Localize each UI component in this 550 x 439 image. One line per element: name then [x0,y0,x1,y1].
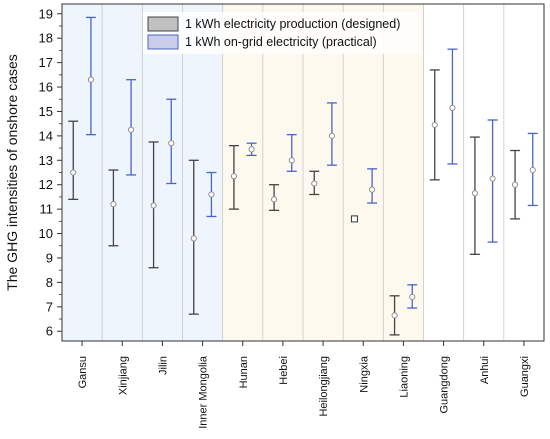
mean-point [409,293,416,301]
legend-box [143,12,421,54]
x-tick-label: Hunan [238,356,250,388]
error-bar [429,69,440,181]
x-tick-label: Gansu [77,356,89,388]
y-tick-label: 17 [39,55,53,70]
x-tick-label: Inner Mongolia [198,355,210,429]
mean-point [128,126,135,133]
y-tick-label: 7 [46,299,53,314]
mean-point [529,167,536,174]
y-tick-label: 8 [46,275,53,290]
error-bar [148,141,159,269]
error-bar [527,132,538,207]
error-bar [68,120,79,201]
y-axis: 6 7 8 9 10 11 12 13 14 15 16 17 18 19 [39,6,62,339]
x-tick-label: Xinjiang [117,356,129,395]
y-axis-title: The GHG intensities of onshore cases [4,54,20,291]
error-bar [286,133,297,172]
category-separators [101,4,505,341]
error-bar [228,144,239,210]
mean-point [208,191,215,198]
x-tick-label: Ningxia [358,355,370,393]
x-tick-label: Hebei [278,356,290,385]
legend-label-practical: 1 kWh on-grid electricity (practical) [185,35,377,49]
error-bar [407,284,418,309]
mean-point [248,146,255,153]
mean-point [230,173,237,180]
y-tick-label: 6 [46,324,53,339]
mean-point [369,186,376,193]
mean-point [328,132,335,139]
error-bar [246,142,257,157]
error-bar [350,215,358,223]
y-tick-label: 14 [39,128,53,143]
region-band [222,4,424,341]
y-tick-label: 12 [39,177,53,192]
mean-point [168,140,175,147]
error-bar [126,79,137,176]
error-bar [389,295,400,336]
mean-point [150,202,157,209]
error-bar [269,184,280,212]
error-bar [188,159,199,315]
x-axis: Gansu Xinjiang Jilin Inner Mongolia Hunan Heb… [77,341,531,429]
x-tick-label: Guangdong [439,356,451,414]
legend-swatch-designed [147,16,179,32]
y-tick-label: 9 [46,250,53,265]
x-tick-label: Liaoning [398,356,410,398]
legend-swatch-practical [147,34,179,50]
mean-point [431,121,438,128]
mean-point [190,235,197,242]
y-tick-label: 13 [39,153,53,168]
error-bar [469,136,480,255]
x-tick-label: Anhui [479,356,491,384]
x-tick-label: Heilongjiang [318,356,330,417]
y-tick-label: 19 [39,6,53,21]
error-bar [447,48,458,165]
mean-point [391,312,398,319]
y-tick-label: 10 [39,226,53,241]
y-tick-label: 15 [39,104,53,119]
error-bar [309,170,320,196]
x-tick-label: Jilin [157,356,169,375]
legend-label-designed: 1 kWh electricity production (designed) [185,17,400,31]
region-band [423,4,544,341]
mean-point [288,157,295,164]
y-tick-label: 16 [39,80,53,95]
error-bar [206,171,217,218]
mean-point [449,104,456,111]
data-marks [68,16,538,336]
mean-point [271,196,278,203]
error-bar [487,119,498,243]
mean-point [471,190,478,197]
mean-point [311,180,318,187]
error-bar [326,102,337,166]
mean-point [70,169,77,176]
error-bar [510,149,521,220]
y-tick-label: 18 [39,31,53,46]
mean-point [512,181,519,188]
mean-point [87,76,94,83]
error-bar [108,169,119,247]
mean-point [110,201,117,208]
mean-point [350,215,358,223]
y-tick-label: 11 [40,202,54,217]
mean-point [489,175,496,182]
error-bar [166,98,177,185]
error-bar [367,168,378,204]
error-bar [85,16,96,136]
x-tick-label: Guangxi [519,356,531,397]
legend: 1 kWh electricity production (designed) … [143,12,421,54]
